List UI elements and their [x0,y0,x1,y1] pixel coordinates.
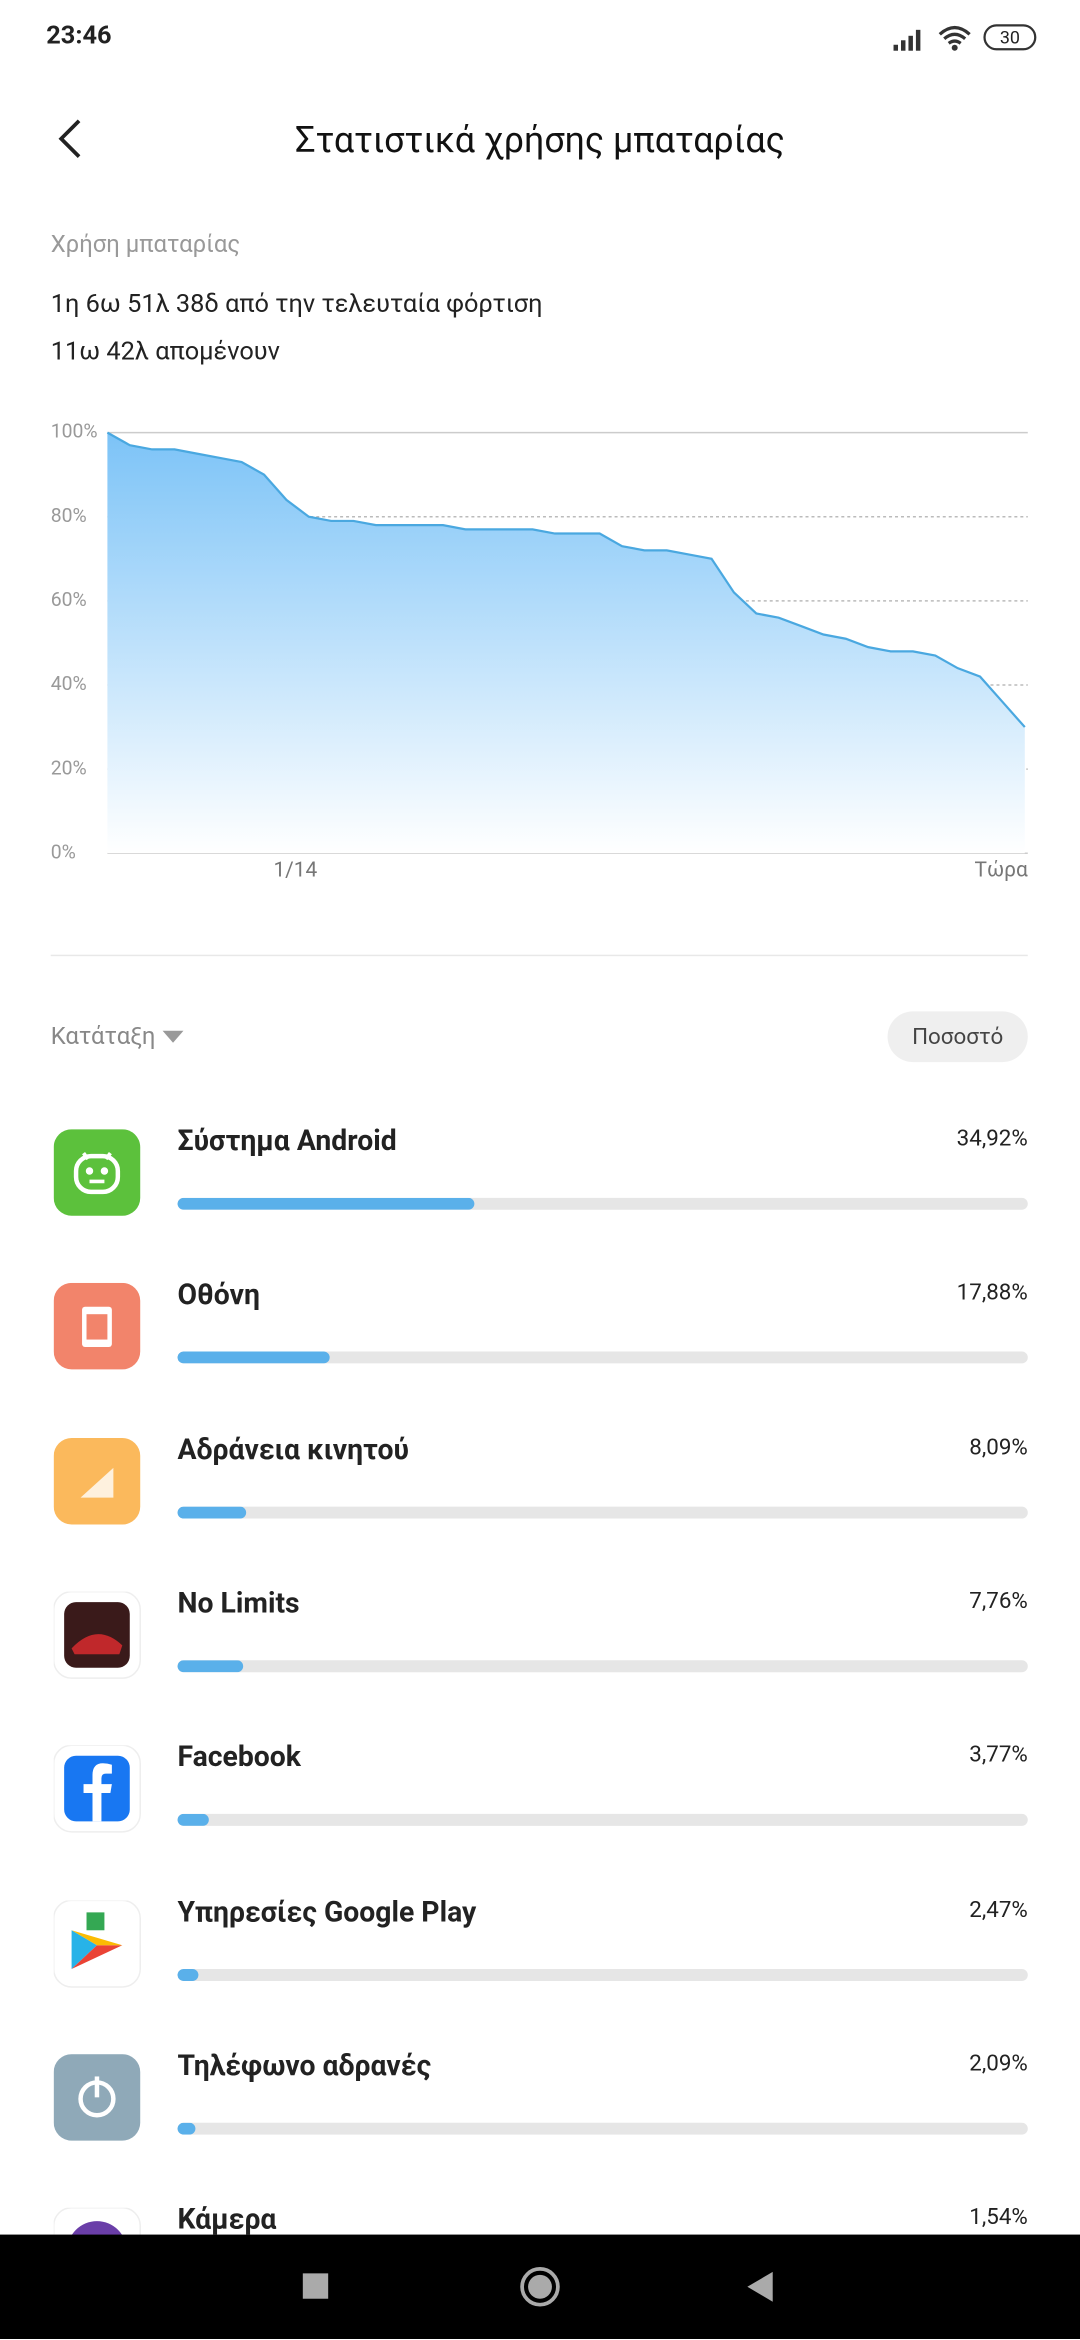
app-percent: 7,76% [969,1587,1028,1614]
usage-bar [177,1968,199,1981]
y-tick-label: 80% [51,504,87,527]
app-percent: 2,47% [969,1895,1028,1923]
x-tick-label: Τώρα [974,859,1027,883]
app-row[interactable]: Υπηρεσίες Google Play 2,47% [0,1888,1080,2022]
usage-bar [177,2122,196,2135]
app-icon [53,1437,141,1524]
sort-button[interactable]: Ποσοστό [887,1011,1028,1063]
y-tick-label: 40% [51,672,87,695]
app-name: Αδράνεια κινητού [177,1431,409,1466]
app-icon [53,1899,141,1987]
y-tick-label: 0% [51,840,76,863]
usage-bar [177,1660,244,1673]
app-name: Τηλέφωνο αδρανές [177,2047,432,2083]
divider [50,954,1028,957]
app-row[interactable]: No Limits 7,76% [0,1580,1080,1714]
status-time: 23:46 [46,20,112,51]
area [107,432,1025,854]
battery-chart: 0% 20% 40% 60% 80% 100% 1/14 Τώρα [51,420,1028,883]
app-name: Facebook [177,1739,301,1774]
app-percent: 1,54% [969,2203,1028,2231]
app-name: Σύστημα Android [177,1123,397,1158]
app-row[interactable]: Σύστημα Android 34,92% [0,1117,1080,1251]
app-percent: 34,92% [956,1124,1028,1152]
app-percent: 3,77% [969,1741,1028,1768]
usage-bar [177,1197,475,1210]
app-percent: 2,09% [969,2049,1028,2077]
app-percent: 8,09% [969,1432,1028,1460]
app-name: Οθόνη [177,1277,260,1312]
app-icon [53,1591,141,1679]
app-icon [53,1129,141,1216]
status-icons: 30 [893,24,1037,51]
app-row[interactable]: Facebook 3,77% [0,1734,1080,1868]
sort-label: Κατάταξη [50,1021,156,1051]
app-icon [53,1283,141,1370]
app-name: No Limits [177,1585,300,1620]
y-tick-label: 60% [51,588,87,611]
y-tick-label: 100% [51,420,98,443]
battery-level: 30 [1000,28,1020,49]
usage-bar [177,1506,247,1518]
back-nav-button[interactable] [747,2271,773,2302]
sort-dropdown[interactable]: Κατάταξη [51,1022,186,1050]
usage-track [177,2122,1028,2135]
usage-track [177,1351,1028,1364]
app-name: Υπηρεσίες Google Play [177,1893,477,1929]
line [106,431,1026,728]
app-icon [53,2053,141,2141]
app-row[interactable]: Αδράνεια κινητού 8,09% [0,1425,1080,1559]
home-button[interactable] [520,2267,560,2307]
nav-bar [0,2234,1080,2340]
section-label: Χρήση μπαταρίας [50,229,241,259]
app-icon [53,1745,141,1833]
usage-track [177,1968,1028,1981]
dropdown-arrow [162,1030,184,1043]
app-row[interactable]: Οθόνη 17,88% [0,1271,1080,1405]
recent-button[interactable] [302,2273,329,2299]
app-percent: 17,88% [956,1278,1028,1306]
usage-track [177,1506,1028,1518]
usage-track [177,1660,1028,1673]
usage-bar [177,1814,210,1827]
page-title: Στατιστικά χρήσης μπαταρίας [295,119,785,162]
back-button[interactable] [45,113,96,164]
app-row[interactable]: Τηλέφωνο αδρανές 2,09% [0,2042,1080,2176]
x-tick-label: 1/14 [273,859,317,883]
usage-bar [177,1351,330,1364]
y-tick-label: 20% [51,756,87,779]
usage-track [177,1197,1028,1210]
remaining: 11ω 42λ απομένουν [50,337,280,367]
usage-track [177,1814,1028,1827]
app-name: Κάμερα [177,2201,277,2237]
since-charge: 1η 6ω 51λ 38δ από την τελευταία φόρτιση [50,289,543,320]
nav-buttons [302,2267,773,2307]
